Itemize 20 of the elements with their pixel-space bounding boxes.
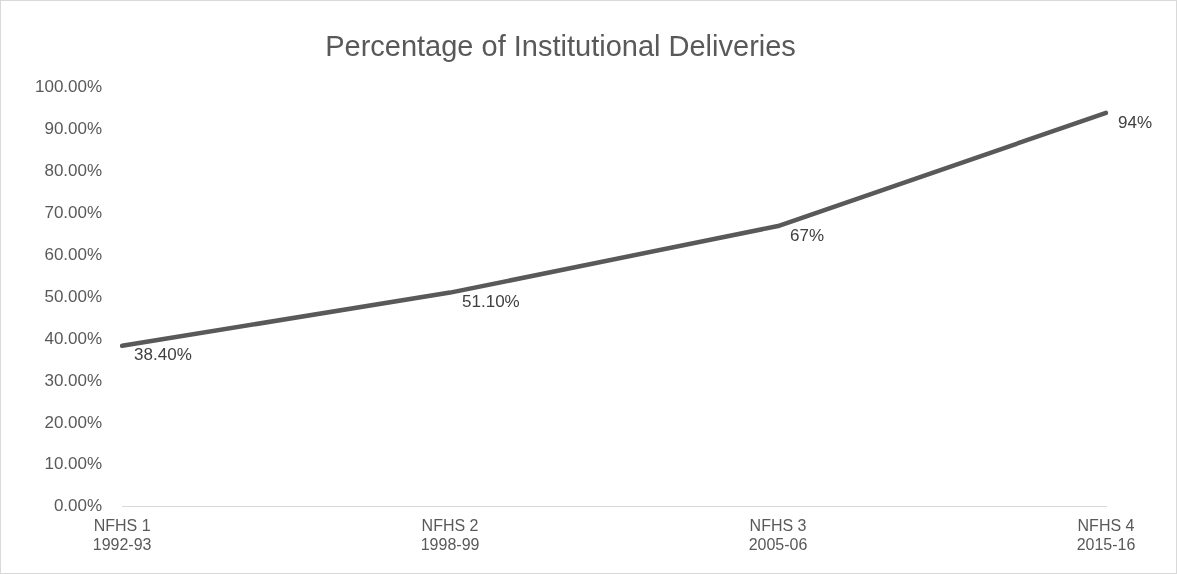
data-label: 67% bbox=[790, 225, 825, 245]
y-tick-label: 60.00% bbox=[44, 245, 103, 265]
y-tick-label: 90.00% bbox=[44, 119, 103, 139]
y-tick-label: 70.00% bbox=[44, 203, 103, 223]
data-label: 51.10% bbox=[462, 292, 520, 312]
chart-title: Percentage of Institutional Deliveries bbox=[325, 30, 796, 63]
y-tick-label: 10.00% bbox=[44, 454, 103, 474]
y-tick-label: 30.00% bbox=[44, 370, 103, 390]
y-tick-label: 100.00% bbox=[34, 77, 103, 97]
x-tick-label: NFHS 2 1998-99 bbox=[420, 516, 480, 553]
y-tick-label: 40.00% bbox=[44, 328, 103, 348]
x-tick-label: NFHS 3 2005-06 bbox=[748, 516, 808, 553]
y-tick-label: 50.00% bbox=[44, 286, 103, 306]
y-tick-label: 80.00% bbox=[44, 161, 103, 181]
x-tick-label: NFHS 1 1992-93 bbox=[92, 516, 152, 553]
data-label: 38.40% bbox=[134, 345, 192, 365]
x-tick-label: NFHS 4 2015-16 bbox=[1076, 516, 1136, 553]
y-tick-label: 20.00% bbox=[44, 412, 103, 432]
data-label: 94% bbox=[1118, 112, 1153, 132]
y-tick-label: 0.00% bbox=[53, 496, 103, 516]
